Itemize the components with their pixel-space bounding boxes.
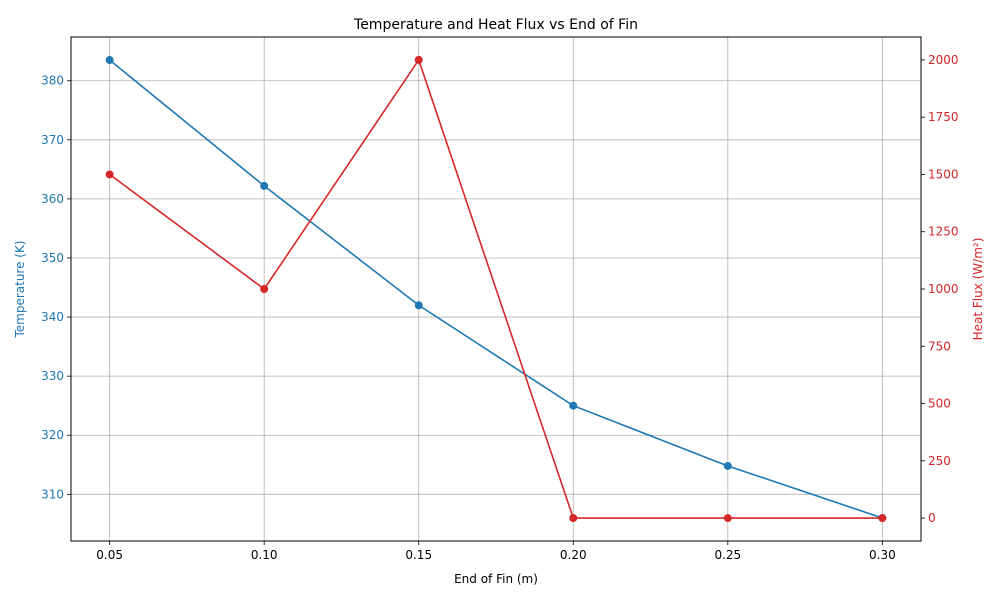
- data-point-temperature: [105, 56, 114, 65]
- data-point-heat-flux: [569, 514, 578, 523]
- x-tick-label: 0.10: [251, 548, 278, 562]
- x-axis-title: End of Fin (m): [454, 572, 538, 586]
- data-point-heat-flux: [414, 55, 423, 64]
- y-right-tick-label: 750: [928, 339, 951, 353]
- y-left-tick-label: 370: [41, 133, 64, 147]
- x-tick-label: 0.25: [714, 548, 741, 562]
- chart-title: Temperature and Heat Flux vs End of Fin: [353, 17, 638, 33]
- y-right-tick-label: 2000: [928, 53, 959, 67]
- data-point-heat-flux: [878, 514, 887, 523]
- y-right-tick-label: 1500: [928, 167, 959, 181]
- data-point-heat-flux: [105, 170, 114, 179]
- data-point-temperature: [414, 301, 423, 310]
- y-right-tick-label: 500: [928, 397, 951, 411]
- y-axis-right-title: Heat Flux (W/m²): [971, 238, 985, 341]
- grid: [71, 37, 921, 541]
- series-layer: [105, 55, 887, 523]
- y-right-tick-label: 1000: [928, 282, 959, 296]
- x-axis: 0.05 0.10 0.15 0.20 0.25 0.30: [96, 541, 896, 562]
- data-point-temperature: [723, 461, 732, 470]
- y-axis-right: 0 250 500 750 1000 1250 1500 1750 2000: [921, 53, 959, 525]
- series-line-temperature: [109, 59, 883, 519]
- data-point-temperature: [569, 401, 578, 410]
- y-right-tick-label: 0: [928, 511, 936, 525]
- data-point-heat-flux: [723, 514, 732, 523]
- y-left-tick-label: 340: [41, 310, 64, 324]
- y-axis-left: 310 320 330 340 350 360 370 380: [41, 74, 71, 501]
- series-line-heat-flux: [109, 58, 883, 519]
- y-left-tick-label: 310: [41, 487, 64, 501]
- y-right-tick-label: 1250: [928, 225, 959, 239]
- x-tick-label: 0.05: [96, 548, 123, 562]
- data-point-heat-flux: [260, 285, 269, 293]
- y-left-tick-label: 380: [41, 74, 64, 88]
- x-tick-label: 0.15: [405, 548, 432, 562]
- x-tick-label: 0.30: [869, 548, 896, 562]
- y-right-tick-label: 250: [928, 454, 951, 468]
- y-left-tick-label: 330: [41, 369, 64, 383]
- y-left-tick-label: 320: [41, 428, 64, 442]
- y-right-tick-label: 1750: [928, 110, 959, 124]
- y-left-tick-label: 350: [41, 251, 64, 265]
- x-tick-label: 0.20: [560, 548, 587, 562]
- y-axis-left-title: Temperature (K): [13, 240, 27, 338]
- y-left-tick-label: 360: [41, 192, 64, 206]
- data-point-temperature: [260, 181, 269, 190]
